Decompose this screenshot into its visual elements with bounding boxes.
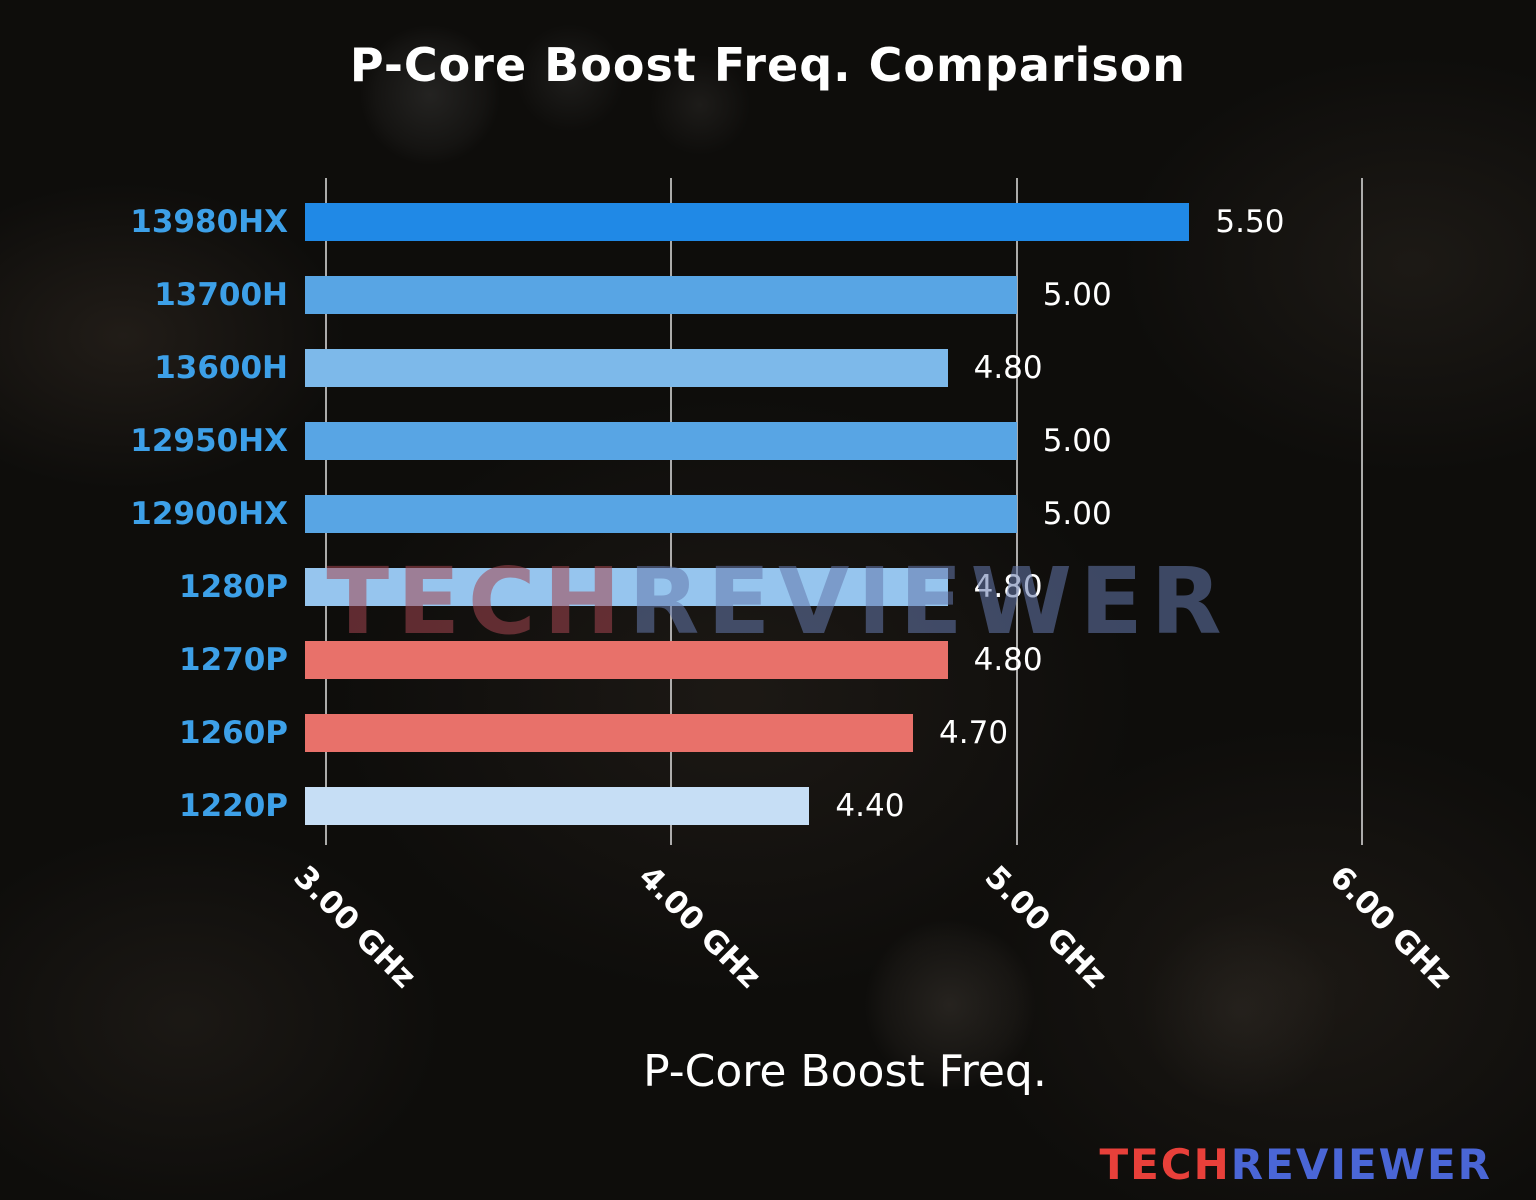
- bar-12950hx: [305, 421, 1017, 460]
- category-label-13600h: 13600H: [154, 349, 288, 386]
- category-label-12900hx: 12900HX: [130, 496, 288, 532]
- category-label-1220p: 1220P: [179, 788, 288, 825]
- value-label-1260p: 4.70: [939, 715, 1009, 752]
- value-label-13600h: 4.80: [973, 349, 1043, 386]
- bar-13600h: [305, 348, 948, 387]
- gridline: [1015, 178, 1018, 845]
- bar-12900hx: [305, 495, 1017, 533]
- techreviewer-logo: TECHREVIEWER: [1099, 1140, 1492, 1189]
- value-label-1280p: 4.80: [973, 569, 1043, 606]
- bar-1220p: [305, 787, 810, 826]
- category-label-1260p: 1260P: [179, 715, 288, 752]
- category-label-1280p: 1280P: [179, 569, 288, 606]
- logo-reviewer: REVIEWER: [1230, 1140, 1492, 1189]
- category-label-13700h: 13700H: [154, 276, 288, 313]
- value-label-1270p: 4.80: [973, 642, 1043, 679]
- value-label-12950hx: 5.00: [1042, 422, 1112, 459]
- bar-1280p: [305, 568, 948, 607]
- chart-title: P-Core Boost Freq. Comparison: [349, 38, 1187, 92]
- gridline: [1361, 178, 1364, 845]
- value-label-13700h: 5.00: [1042, 276, 1112, 313]
- bar-13700h: [305, 275, 1017, 314]
- category-label-12950hx: 12950HX: [130, 422, 288, 459]
- logo-tech: TECH: [1099, 1140, 1231, 1189]
- category-label-1270p: 1270P: [179, 642, 288, 679]
- value-label-12900hx: 5.00: [1042, 496, 1112, 532]
- bar-1270p: [305, 641, 948, 680]
- value-label-1220p: 4.40: [835, 788, 905, 825]
- value-label-13980hx: 5.50: [1215, 203, 1285, 240]
- x-axis-label: P-Core Boost Freq.: [643, 1046, 1047, 1097]
- bar-13980hx: [305, 202, 1190, 241]
- category-label-13980hx: 13980HX: [130, 203, 288, 240]
- bar-1260p: [305, 714, 914, 753]
